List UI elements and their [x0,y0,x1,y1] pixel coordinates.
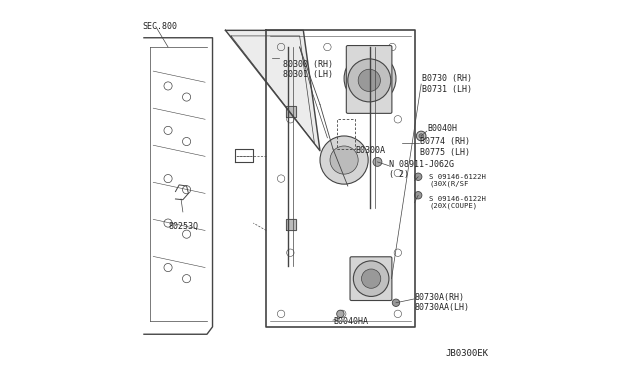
Polygon shape [285,219,296,231]
Circle shape [337,310,344,318]
Text: N 08911-J062G
( 2): N 08911-J062G ( 2) [388,160,454,179]
Circle shape [320,136,368,184]
Circle shape [417,131,426,141]
Text: 80730A(RH)
80730AA(LH): 80730A(RH) 80730AA(LH) [415,293,470,312]
Text: B0300A: B0300A [355,146,385,155]
Circle shape [355,63,385,94]
Circle shape [348,59,391,102]
Text: S 09146-6122H
(30X(R/SF: S 09146-6122H (30X(R/SF [429,174,486,187]
Circle shape [392,299,400,307]
Text: 80253Q: 80253Q [168,222,198,231]
Text: 80300 (RH)
80301 (LH): 80300 (RH) 80301 (LH) [283,60,333,79]
Circle shape [330,146,358,174]
Circle shape [344,52,396,105]
Text: JB0300EK: JB0300EK [445,349,488,358]
Text: SEC.800: SEC.800 [143,22,178,31]
Circle shape [353,261,389,296]
Text: B0730 (RH)
B0731 (LH): B0730 (RH) B0731 (LH) [422,74,472,94]
Circle shape [419,134,424,138]
Polygon shape [285,106,296,118]
Text: S 09146-6122H
(20X(COUPE): S 09146-6122H (20X(COUPE) [429,196,486,209]
Text: B0774 (RH)
B0775 (LH): B0774 (RH) B0775 (LH) [420,137,470,157]
FancyBboxPatch shape [346,45,392,113]
Circle shape [415,192,422,199]
Polygon shape [225,31,320,151]
FancyBboxPatch shape [350,257,392,301]
Text: B0040HA: B0040HA [333,317,368,326]
Text: B0040H: B0040H [428,124,458,133]
Circle shape [362,269,381,288]
Circle shape [415,173,422,180]
Circle shape [358,69,380,92]
Circle shape [373,157,382,166]
